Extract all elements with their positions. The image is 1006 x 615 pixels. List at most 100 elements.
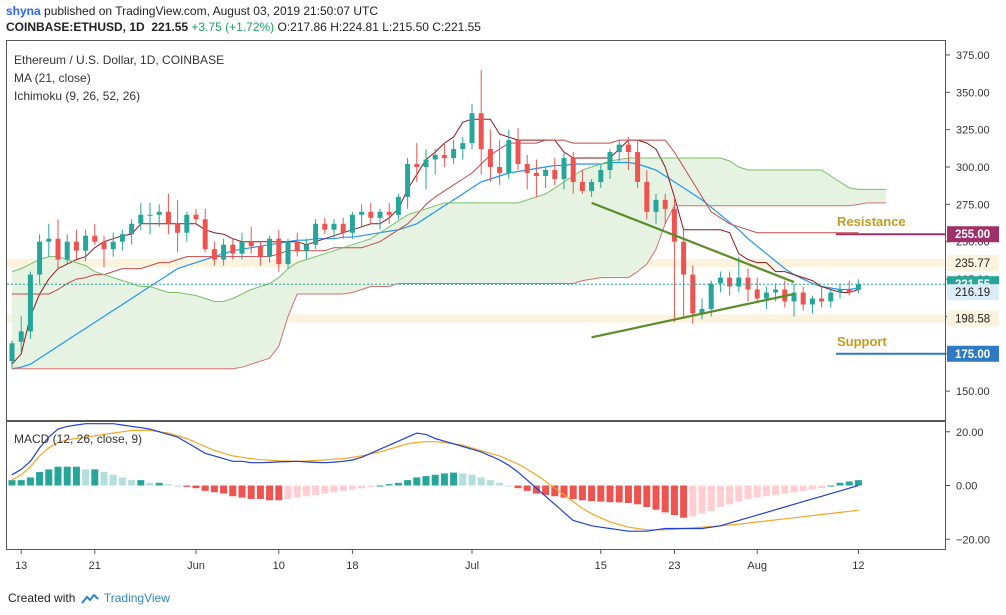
macd-histogram-bar: [459, 473, 467, 486]
candle-body: [18, 331, 24, 342]
macd-histogram-bar: [155, 482, 163, 486]
candle-body: [331, 223, 337, 230]
candle-body: [589, 181, 595, 191]
x-tick-label: Aug: [747, 560, 767, 572]
macd-histogram-bar: [339, 485, 347, 491]
candle-body: [202, 219, 208, 250]
candle-body: [138, 214, 144, 224]
candle-body: [55, 238, 61, 260]
candle-body: [386, 211, 392, 215]
macd-histogram-bar: [17, 480, 25, 486]
macd-histogram-bar: [486, 480, 494, 486]
candle-body: [147, 214, 153, 216]
candle-body: [754, 289, 760, 299]
macd-histogram-bar: [118, 477, 126, 486]
candle-body: [561, 158, 567, 179]
candle-body: [165, 211, 171, 224]
candle-body: [773, 289, 779, 293]
candle-body: [616, 144, 622, 153]
candle-body: [635, 152, 641, 182]
macd-histogram-bar: [634, 485, 642, 505]
candle-body: [846, 289, 852, 293]
macd-histogram-bar: [753, 485, 761, 498]
macd-histogram-bar: [680, 485, 688, 518]
macd-histogram-bar: [348, 485, 356, 490]
candle-body: [221, 244, 227, 260]
price-label: 235.77: [955, 258, 990, 270]
author-name[interactable]: shyna: [6, 4, 41, 18]
macd-histogram-bar: [404, 480, 412, 486]
macd-histogram-bar: [109, 474, 117, 486]
candle-body: [570, 158, 576, 182]
macd-histogram-bar: [376, 485, 384, 487]
candle-body: [313, 223, 319, 245]
candle-body: [156, 211, 162, 215]
macd-histogram-bar: [82, 469, 90, 486]
macd-histogram-bar: [137, 480, 145, 486]
macd-histogram-bar: [523, 485, 531, 491]
candle-body: [27, 274, 33, 332]
candle-body: [184, 214, 190, 233]
macd-histogram-bar: [772, 485, 780, 495]
macd-histogram-bar: [183, 485, 191, 487]
x-tick-label: 10: [273, 560, 285, 572]
candle-body: [101, 241, 107, 250]
candle-body: [119, 234, 125, 242]
candle-body: [515, 140, 521, 165]
macd-histogram-bar: [256, 485, 264, 499]
candle-body: [699, 308, 705, 314]
candle-body: [625, 144, 631, 153]
price-label: 198.58: [955, 314, 990, 326]
macd-histogram-bar: [220, 485, 228, 494]
candle-body: [294, 241, 300, 251]
candle-body: [395, 196, 401, 215]
line-ichimoku-kijun: [12, 139, 859, 295]
candle-body: [432, 155, 438, 160]
macd-histogram-bar: [275, 485, 283, 501]
candle-body: [248, 241, 254, 247]
candle-body: [129, 223, 135, 235]
macd-histogram-bar: [615, 485, 623, 503]
candle-body: [506, 140, 512, 173]
macd-y-tick-label: −20.00: [956, 534, 990, 546]
candle-body: [73, 241, 79, 251]
candle-body: [681, 241, 687, 275]
macd-histogram-bar: [670, 485, 678, 516]
macd-histogram-bar: [146, 482, 154, 486]
x-tick-label: 23: [668, 560, 680, 572]
candle-body: [727, 277, 733, 287]
candle-body: [524, 164, 530, 173]
line-ichimoku-senkou-a: [11, 157, 886, 302]
macd-panel[interactable]: [6, 421, 946, 550]
macd-histogram-bar: [45, 469, 53, 486]
candle-body: [377, 211, 383, 218]
y-tick-label: 350.00: [956, 87, 990, 99]
price-change: +3.75 (+1.72%): [191, 20, 275, 34]
macd-line: [11, 423, 859, 532]
brand-name[interactable]: TradingView: [103, 591, 170, 605]
price-label: 175.00: [955, 349, 990, 361]
macd-histogram-bar: [505, 485, 513, 487]
candle-body: [837, 289, 843, 293]
macd-histogram-bar: [164, 484, 172, 486]
macd-histogram-bar: [808, 485, 816, 490]
macd-histogram-bar: [238, 485, 246, 498]
candle-body: [257, 246, 263, 257]
candle-body: [322, 223, 328, 230]
macd-histogram-bar: [836, 482, 844, 486]
macd-histogram-bar: [72, 466, 80, 486]
y-tick-label: 275.00: [956, 199, 990, 211]
price-chart-panel[interactable]: [6, 40, 946, 421]
macd-histogram-bar: [578, 485, 586, 501]
candle-body: [460, 143, 466, 150]
macd-histogram-bar: [284, 485, 292, 499]
candle-body: [267, 238, 273, 257]
macd-histogram-bar: [569, 485, 577, 499]
candle-body: [359, 211, 365, 215]
macd-histogram-bar: [477, 477, 485, 486]
ichimoku-cloud: [12, 158, 886, 369]
candle-body: [451, 149, 457, 159]
macd-histogram-bar: [394, 482, 402, 486]
candle-body: [469, 113, 475, 144]
